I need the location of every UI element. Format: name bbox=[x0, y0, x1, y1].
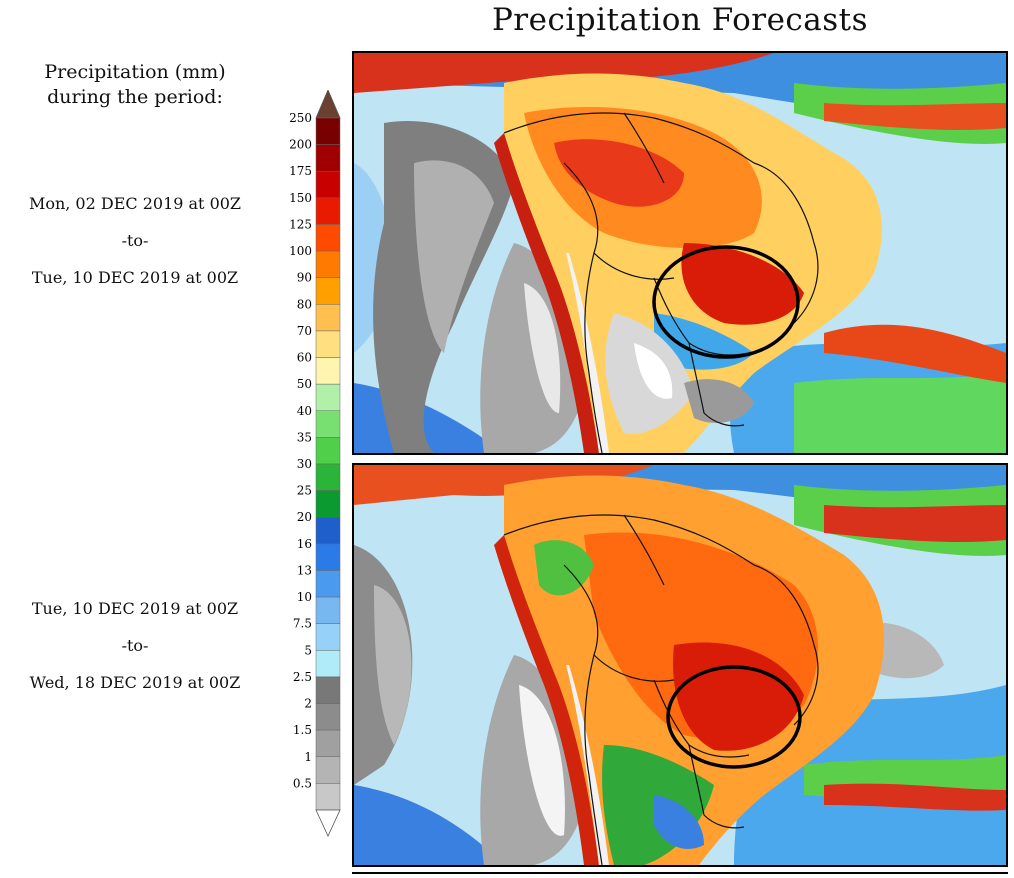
legend-tick-label: 50 bbox=[297, 377, 312, 391]
legend-swatch-50 bbox=[315, 383, 341, 412]
legend-tick-label: 5 bbox=[304, 643, 312, 657]
legend-tick-label: 13 bbox=[297, 563, 312, 577]
precip-map-period-2 bbox=[352, 463, 1008, 867]
legend-tick-label: 100 bbox=[289, 244, 312, 258]
legend-tick-label: 1.5 bbox=[293, 723, 312, 737]
period-1-label: Mon, 02 DEC 2019 at 00Z -to- Tue, 10 DEC… bbox=[0, 185, 270, 296]
legend-tick-label: 30 bbox=[297, 457, 312, 471]
period-2-separator: -to- bbox=[121, 636, 149, 655]
legend-tick-label: 20 bbox=[297, 510, 312, 524]
legend-tick-label: 25 bbox=[297, 484, 312, 498]
legend-swatch-30 bbox=[315, 463, 341, 491]
legend-swatch-5 bbox=[315, 650, 341, 678]
period-1-separator: -to- bbox=[121, 231, 149, 250]
legend-swatch-175 bbox=[315, 170, 341, 199]
period-1-end: Tue, 10 DEC 2019 at 00Z bbox=[31, 268, 239, 287]
period-2-label: Tue, 10 DEC 2019 at 00Z -to- Wed, 18 DEC… bbox=[0, 590, 270, 701]
legend-swatch-80 bbox=[315, 304, 341, 332]
legend-heading-line1: Precipitation (mm) bbox=[44, 61, 226, 83]
legend-above-max-arrow bbox=[315, 90, 341, 119]
bottom-border bbox=[352, 872, 1008, 874]
legend-tick-label: 90 bbox=[297, 271, 312, 285]
precip-map-period-1 bbox=[352, 51, 1008, 455]
legend-tick-label: 70 bbox=[297, 324, 312, 338]
legend-swatch-2_5 bbox=[315, 676, 341, 704]
legend-swatch-125 bbox=[315, 224, 341, 252]
period-2-start: Tue, 10 DEC 2019 at 00Z bbox=[31, 599, 239, 618]
legend-tick-label: 10 bbox=[297, 590, 312, 604]
legend-heading-line2: during the period: bbox=[47, 86, 223, 108]
legend-swatch-1_5 bbox=[315, 729, 341, 758]
legend-tick-label: 80 bbox=[297, 297, 312, 311]
legend-swatch-250 bbox=[315, 117, 341, 145]
legend-swatch-40 bbox=[315, 410, 341, 438]
legend-tick-label: 40 bbox=[297, 404, 312, 418]
legend-swatch-1 bbox=[315, 756, 341, 784]
legend-tick-label: 200 bbox=[289, 138, 312, 152]
legend-swatch-7_5 bbox=[315, 623, 341, 651]
legend-swatch-0_5 bbox=[315, 783, 341, 811]
legend-swatch-100 bbox=[315, 250, 341, 278]
legend-swatch-2 bbox=[315, 703, 341, 731]
legend-swatch-90 bbox=[315, 277, 341, 305]
legend-swatch-25 bbox=[315, 490, 341, 518]
legend-tick-label: 7.5 bbox=[293, 617, 312, 631]
legend-swatch-200 bbox=[315, 144, 341, 172]
legend-swatch-13 bbox=[315, 570, 341, 598]
legend-below-min-arrow bbox=[315, 809, 341, 837]
legend-tick-label: 150 bbox=[289, 191, 312, 205]
legend-swatch-60 bbox=[315, 357, 341, 385]
legend-tick-label: 16 bbox=[297, 537, 312, 551]
legend-swatch-16 bbox=[315, 543, 341, 571]
legend-tick-label: 60 bbox=[297, 351, 312, 365]
period-1-start: Mon, 02 DEC 2019 at 00Z bbox=[28, 194, 242, 213]
legend-tick-label: 2.5 bbox=[293, 670, 312, 684]
period-2-end: Wed, 18 DEC 2019 at 00Z bbox=[29, 673, 241, 692]
legend-tick-label: 125 bbox=[289, 217, 312, 231]
page-title: Precipitation Forecasts bbox=[491, 2, 869, 38]
legend-swatch-150 bbox=[315, 197, 341, 225]
legend-heading: Precipitation (mm) during the period: bbox=[0, 60, 270, 110]
legend-tick-label: 0.5 bbox=[293, 776, 312, 790]
legend-swatch-70 bbox=[315, 330, 341, 358]
legend-swatch-35 bbox=[315, 437, 341, 465]
legend-swatch-10 bbox=[315, 596, 341, 624]
legend-tick-label: 1 bbox=[304, 750, 312, 764]
legend-tick-label: 2 bbox=[304, 697, 312, 711]
legend-tick-label: 35 bbox=[297, 430, 312, 444]
legend-tick-label: 175 bbox=[289, 164, 312, 178]
legend-tick-label: 250 bbox=[289, 111, 312, 125]
legend-swatch-20 bbox=[315, 516, 341, 545]
color-legend-bar: 2502001751501251009080706050403530252016… bbox=[289, 90, 341, 837]
